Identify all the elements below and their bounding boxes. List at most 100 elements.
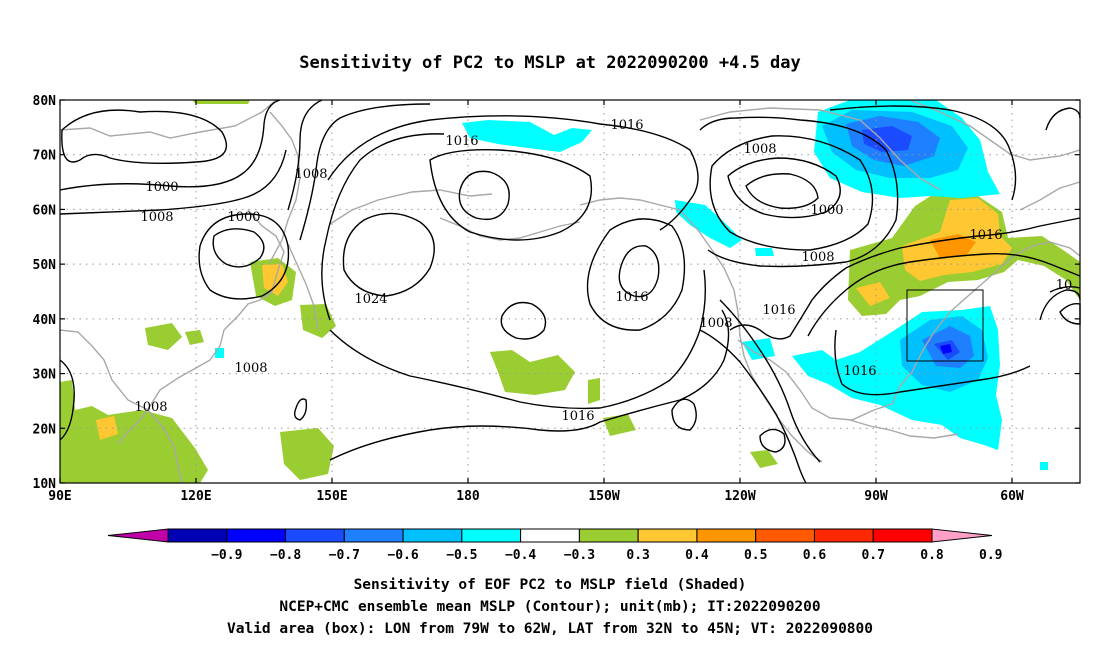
colorbar-swatch [578,528,639,543]
isobar [212,228,265,268]
coastlines [59,99,1081,484]
isobar [671,398,697,431]
isobar [342,212,435,297]
shade-positive-region [192,100,250,104]
contour-label: 1000 [145,180,178,195]
colorbar-swatch [520,528,580,543]
caption-line-2: NCEP+CMC ensemble mean MSLP (Contour); u… [279,599,820,615]
isobar [293,398,308,421]
colorbar-label: −0.4 [505,548,536,563]
colorbar-extend-high [931,528,993,543]
isobar [618,245,660,298]
contour-label: 1008 [743,142,776,157]
lon-tick-label: 150W [588,489,619,504]
colorbar-swatch [226,528,287,543]
isobar [1039,289,1081,321]
isobar [1049,285,1081,293]
colorbar-swatch [696,528,757,543]
coastline [117,209,285,445]
lat-tick-label: 20N [33,422,57,437]
contour-label: 1024 [354,292,387,307]
lon-tick-label: 90E [48,489,71,504]
shade-positive-region [603,414,636,436]
shade-positive-region [750,450,778,468]
isobar [59,359,75,441]
contour-label: 1016 [561,409,594,424]
colorbar-label: −0.8 [270,548,301,563]
isobar [759,428,786,453]
colorbar-label: 0.3 [626,548,649,563]
contour-label: 1008 [801,250,834,265]
isobar [745,173,819,209]
coastline [849,419,959,439]
contour-label: 1016 [445,134,478,149]
colorbar-label: 0.6 [803,548,827,563]
colorbar-label: 0.8 [920,548,944,563]
coastline [909,99,1081,161]
contour-label: 1008 [294,167,327,182]
contour-label: 1016 [762,303,795,318]
shade-negative-region [755,248,774,256]
isobar [719,299,821,463]
map-grid [60,100,1080,483]
lat-tick-label: 30N [33,368,57,383]
coastline [287,243,319,331]
lat-tick-label: 80N [33,94,57,109]
contour-label: 1008 [234,361,267,376]
contour-label: 1016 [615,290,648,305]
colorbar-label: −0.9 [211,548,242,563]
contour-label: 1000 [810,203,843,218]
isobar [287,99,323,211]
shade-negative-region [462,120,592,152]
colorbar-swatch [637,528,698,543]
lon-tick-label: 60W [1000,489,1024,504]
coastline [699,107,941,191]
shade-negative-region [940,344,952,354]
sensitivity-shading [60,100,1080,483]
coastline [737,241,1081,421]
coastline [1019,181,1081,211]
shade-positive-region [588,378,600,404]
lon-tick-label: 120E [180,489,211,504]
colorbar-swatch [872,528,933,543]
shade-negative-region [215,348,224,358]
isobar [699,329,807,484]
lat-tick-label: 10N [33,477,57,492]
shade-positive-region [490,350,575,395]
isobar [586,218,686,331]
colorbar-label: −0.3 [564,548,595,563]
shade-negative-region [1040,462,1048,470]
shade-positive-region [145,323,182,350]
lon-tick-label: 120W [724,489,755,504]
colorbar-label: 0.9 [979,548,1002,563]
colorbar-label: 0.7 [861,548,884,563]
isobar [1045,107,1081,131]
shade-positive-region [856,282,890,306]
lon-tick-label: 90W [864,489,888,504]
lat-tick-label: 40N [33,313,57,328]
caption-line-3: Valid area (box): LON from 79W to 62W, L… [227,621,873,637]
isobar [429,149,592,241]
mslp-contours [59,99,1081,484]
contour-labels: 1016 1016 1008 1008 1000 1000 1000 1008 … [134,118,1072,424]
colorbar-label: −0.5 [446,548,477,563]
contour-label: 10 [1056,278,1073,293]
lat-tick-label: 60N [33,203,57,218]
contour-label: 1008 [134,400,167,415]
isobar [727,157,841,219]
isobar [729,217,1081,340]
contour-label: 1008 [140,210,173,225]
isobar [500,301,547,340]
isobar [834,329,1031,396]
isobar [329,269,707,410]
colorbar: −0.9 −0.8 −0.7 −0.6 −0.5 −0.4 −0.3 0.3 0.4 0.5 0.6… [107,528,1003,563]
shade-negative-region [675,200,742,248]
coastline [59,99,277,139]
colorbar-swatch [343,528,404,543]
isobar [59,99,281,191]
contour-label: 1016 [843,364,876,379]
lon-tick-label: 180 [456,489,480,504]
isobar [699,116,899,268]
shade-positive-region [185,330,204,345]
colorbar-extend-low [107,528,169,543]
